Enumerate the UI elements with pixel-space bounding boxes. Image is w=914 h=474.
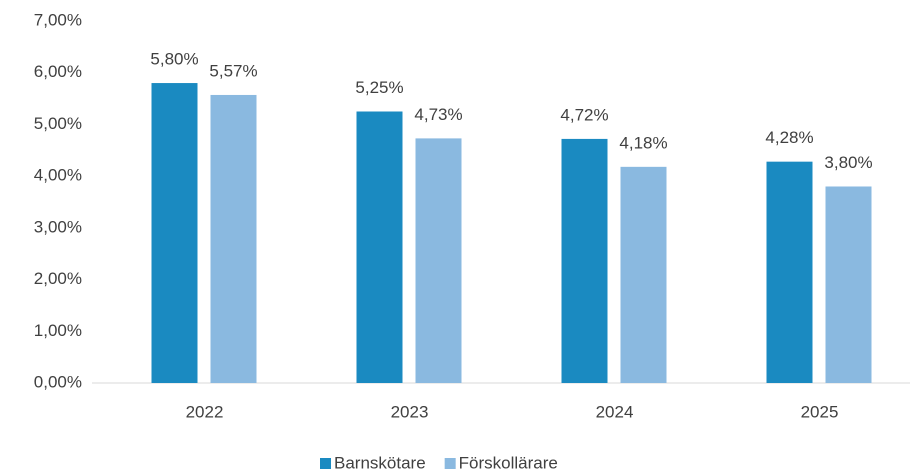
y-tick-label: 6,00%	[34, 62, 82, 81]
bar	[620, 166, 667, 383]
bar	[766, 161, 813, 383]
data-label: 5,57%	[209, 61, 257, 80]
data-label: 4,18%	[619, 133, 667, 152]
data-label: 4,73%	[414, 105, 462, 124]
y-tick-label: 7,00%	[34, 10, 82, 29]
x-tick-label: 2022	[186, 402, 224, 421]
y-tick-label: 4,00%	[34, 166, 82, 185]
data-label: 4,28%	[765, 128, 813, 147]
legend-label: Barnskötare	[334, 453, 426, 472]
bar	[825, 186, 872, 383]
data-label: 5,80%	[150, 50, 198, 69]
bar	[210, 94, 257, 384]
x-tick-label: 2024	[596, 402, 634, 421]
x-tick-label: 2023	[391, 402, 429, 421]
data-label: 4,72%	[560, 105, 608, 124]
y-tick-label: 1,00%	[34, 321, 82, 340]
data-label: 3,80%	[824, 153, 872, 172]
bar	[415, 138, 462, 383]
legend-swatch	[444, 458, 456, 469]
bar	[561, 138, 608, 383]
y-tick-label: 5,00%	[34, 114, 82, 133]
legend-swatch	[320, 458, 331, 469]
bar	[151, 83, 198, 384]
y-tick-label: 2,00%	[34, 269, 82, 288]
bar	[356, 111, 403, 383]
y-tick-label: 3,00%	[34, 217, 82, 236]
x-tick-label: 2025	[801, 402, 839, 421]
data-label: 5,25%	[355, 78, 403, 97]
y-tick-label: 0,00%	[34, 372, 82, 391]
legend-label: Förskollärare	[459, 453, 558, 472]
